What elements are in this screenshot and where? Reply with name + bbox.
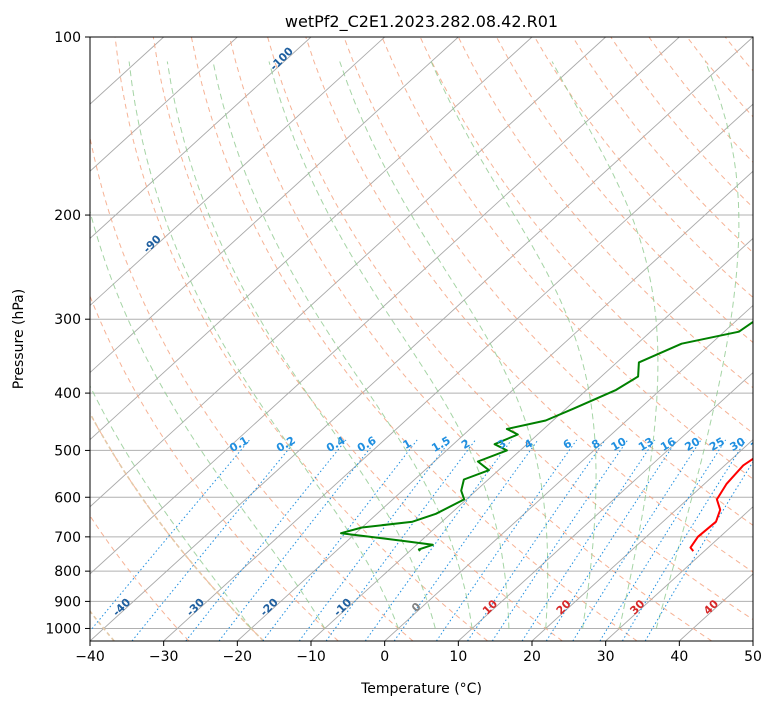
isotherm-line — [310, 237, 753, 641]
mixing-ratio-line — [491, 439, 629, 641]
y-tick-label: 1000 — [45, 621, 81, 637]
dry-adiabat-line — [90, 514, 190, 641]
x-tick-label: −20 — [223, 649, 253, 665]
plot-frame — [89, 36, 754, 642]
mixing-ratio-line — [644, 460, 753, 641]
x-tick-label: 50 — [744, 649, 762, 665]
isotherm-line — [90, 37, 459, 374]
mixing-ratio-line — [90, 439, 250, 632]
dry-adiabat-line — [190, 37, 638, 641]
isotherm-line — [458, 371, 753, 641]
isotherm-line — [90, 37, 385, 307]
mixing-ratio-line — [521, 439, 656, 641]
x-tick-label: 40 — [670, 649, 688, 665]
dry-adiabat-line — [305, 37, 753, 573]
y-tick-label: 100 — [54, 30, 81, 46]
dry-adiabat-line — [90, 294, 339, 641]
mixing-ratio-line — [435, 439, 578, 641]
dry-adiabat-line — [495, 37, 753, 344]
x-tick-label: −40 — [75, 649, 105, 665]
moist-adiabat-line — [551, 61, 659, 629]
isotherm-line — [237, 170, 753, 641]
temperature-profile-line — [689, 457, 753, 552]
y-tick-label: 300 — [54, 312, 81, 328]
x-tick-label: −10 — [296, 649, 326, 665]
moist-adiabat-line — [430, 61, 597, 629]
isotherm-line — [531, 439, 753, 641]
chart-title: wetPf2_C2E1.2023.282.08.42.R01 — [285, 12, 558, 32]
moist-adiabat-line — [268, 61, 510, 629]
isotherm-line — [90, 37, 238, 172]
dry-adiabat-line — [152, 37, 563, 641]
moist-adiabat-line — [90, 384, 252, 629]
isotherm-line — [90, 37, 606, 508]
moist-adiabat-line — [166, 61, 436, 629]
dry-adiabat-bold-line — [90, 411, 265, 641]
moist-adiabat-line — [655, 61, 740, 629]
mixing-ratio-line — [467, 439, 606, 641]
x-tick-label: 0 — [380, 649, 389, 665]
dry-adiabat-line — [343, 37, 753, 526]
y-tick-label: 500 — [54, 443, 81, 459]
x-tick-label: −30 — [149, 649, 179, 665]
y-tick-label: 900 — [54, 594, 81, 610]
dry-adiabat-line — [90, 134, 414, 641]
mixing-ratio-line — [218, 439, 378, 641]
moist-adiabat-line — [339, 61, 549, 629]
moist-adiabat-line — [128, 61, 399, 629]
x-tick-label: 30 — [597, 649, 615, 665]
y-tick-label: 700 — [54, 530, 81, 546]
x-tick-label: 20 — [523, 649, 541, 665]
series-layer — [340, 320, 753, 552]
mixing-ratio-line — [599, 439, 727, 641]
y-tick-label: 400 — [54, 386, 81, 402]
dewpoint-profile-line — [340, 320, 753, 552]
dry-adiabat-line — [457, 37, 753, 389]
x-axis-label: Temperature (°C) — [360, 681, 482, 697]
isotherm-line — [605, 506, 753, 641]
isotherm-line — [90, 37, 533, 441]
moist-adiabat-line — [90, 209, 326, 629]
mixing-ratio-line — [545, 439, 678, 641]
grid-layer — [90, 37, 753, 641]
mixing-ratio-line — [325, 439, 476, 641]
mixing-ratio-line — [364, 439, 512, 641]
y-tick-label: 800 — [54, 564, 81, 580]
dry-adiabat-line — [229, 37, 712, 641]
y-tick-label: 200 — [54, 208, 81, 224]
dry-adiabat-line — [114, 37, 488, 641]
y-tick-label: 600 — [54, 490, 81, 506]
dry-adiabat-line — [267, 37, 753, 621]
mixing-ratio-line — [621, 439, 747, 641]
mixing-ratio-line — [572, 439, 702, 641]
mixing-ratio-label: 36 — [748, 435, 768, 454]
y-axis-label: Pressure (hPa) — [11, 289, 27, 389]
isotherm-line — [90, 37, 312, 239]
mixing-ratio-line — [298, 439, 452, 641]
moist-adiabat-line — [212, 61, 473, 629]
isotherm-line — [90, 37, 680, 575]
x-tick-label: 10 — [449, 649, 467, 665]
mixing-ratio-line — [131, 439, 297, 641]
isotherm-line — [384, 304, 753, 641]
isotherm-line — [163, 103, 753, 641]
isotherm-line — [90, 37, 753, 641]
axes-layer: −40 −30 −20 −10 0 10 20 30 40 50 100 200 300 400 500 60… — [45, 30, 762, 665]
